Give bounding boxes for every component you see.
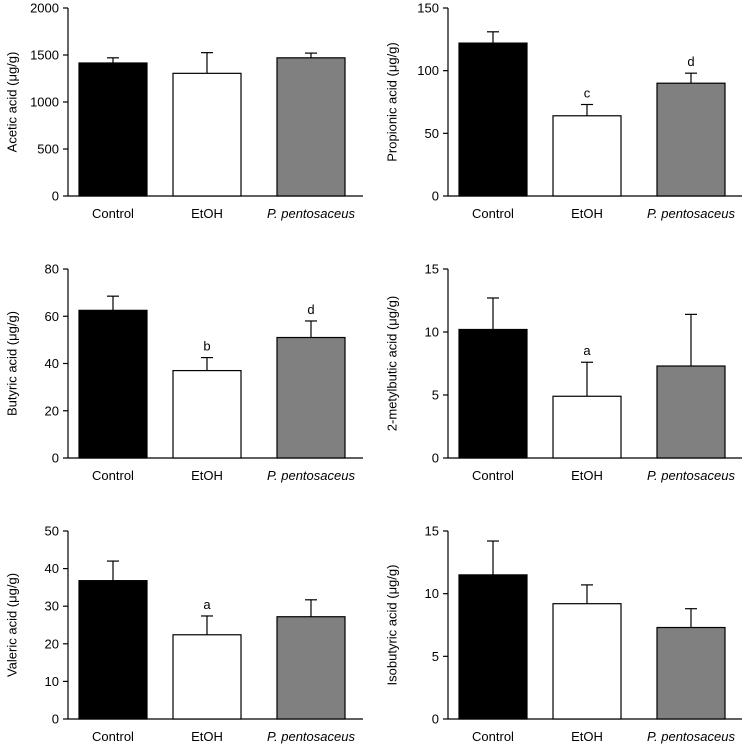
bar-p-pentosaceus [276,616,346,720]
y-tick-label: 20 [45,636,59,651]
bar-control [458,42,528,197]
y-axis-label: Butyric acid (μg/g) [5,311,20,416]
bar-etoh [552,115,622,197]
bar-p-pentosaceus [276,57,346,197]
bar-etoh [172,72,242,197]
x-category-label: Control [92,729,134,744]
y-tick-label: 30 [45,599,59,614]
bar-etoh [172,369,242,459]
y-tick-label: 40 [45,561,59,576]
x-category-label: Control [472,206,514,221]
significance-label: d [687,54,694,69]
bar-control [458,574,528,720]
x-category-label: P. pentosaceus [647,729,735,744]
y-tick-label: 0 [432,712,439,727]
y-axis-label: Valeric acid (μg/g) [5,573,20,677]
significance-label: c [584,86,591,101]
bar-control [458,328,528,459]
y-tick-label: 0 [432,189,439,204]
significance-label: a [203,597,211,612]
y-tick-label: 15 [425,524,439,539]
chart-panel-2: 0 50 100 150 Propionic acid (μg/g) Control c Et… [385,1,742,221]
y-tick-label: 5 [432,649,439,664]
y-tick-label: 0 [52,712,59,727]
y-tick-label: 80 [45,262,59,277]
significance-label: b [203,339,210,354]
chart-panel-6: 0 5 10 15 Isobutyric acid (μg/g) Control EtOH P… [385,524,742,744]
x-category-label: Control [472,729,514,744]
x-category-label: P. pentosaceus [267,729,355,744]
y-tick-label: 2000 [30,1,59,16]
y-tick-label: 500 [37,142,59,157]
y-tick-label: 5 [432,388,439,403]
x-category-label: P. pentosaceus [267,468,355,483]
y-tick-label: 50 [45,524,59,539]
chart-panel-3: 0 20 40 60 80 Butyric acid (μg/g) Control b EtOH… [5,262,363,483]
x-category-label: P. pentosaceus [267,206,355,221]
x-category-label: EtOH [571,729,603,744]
chart-panel-5: 0 10 20 30 40 50 Valeric acid (μg/g) Control a Et… [5,524,363,744]
y-tick-label: 1500 [30,48,59,63]
y-tick-label: 15 [425,262,439,277]
y-axis-label: Acetic acid (μg/g) [5,52,20,153]
y-tick-label: 10 [425,325,439,340]
x-category-label: Control [472,468,514,483]
x-category-label: Control [92,206,134,221]
y-tick-label: 40 [45,356,59,371]
significance-label: d [307,302,314,317]
bar-etoh [552,395,622,459]
bar-p-pentosaceus [656,626,726,720]
x-category-label: EtOH [191,206,223,221]
y-axis-label: 2-metylbutic acid (μg/g) [385,296,400,431]
y-tick-label: 50 [425,126,439,141]
chart-panel-1: 0 500 1000 1500 2000 Acetic acid (μg/g) Contro… [5,1,363,221]
bar-control [78,62,148,197]
bar-etoh [552,603,622,720]
x-category-label: EtOH [191,468,223,483]
bar-control [78,580,148,720]
y-tick-label: 10 [45,674,59,689]
x-category-label: Control [92,468,134,483]
chart-panel-4: 0 5 10 15 2-metylbutic acid (μg/g) Control a Et… [385,262,742,483]
y-tick-label: 1000 [30,95,59,110]
y-tick-label: 10 [425,586,439,601]
y-tick-label: 150 [417,1,439,16]
x-category-label: EtOH [571,206,603,221]
bar-p-pentosaceus [656,365,726,459]
y-tick-label: 0 [52,451,59,466]
bar-p-pentosaceus [656,82,726,197]
y-tick-label: 100 [417,63,439,78]
bar-control [78,309,148,459]
y-tick-label: 0 [432,451,439,466]
x-category-label: P. pentosaceus [647,206,735,221]
y-axis-label: Propionic acid (μg/g) [385,42,400,162]
bar-etoh [172,634,242,720]
x-category-label: EtOH [191,729,223,744]
bar-p-pentosaceus [276,336,346,459]
y-tick-label: 60 [45,309,59,324]
y-tick-label: 0 [52,189,59,204]
y-tick-label: 20 [45,403,59,418]
x-category-label: EtOH [571,468,603,483]
significance-label: a [583,343,591,358]
y-axis-label: Isobutyric acid (μg/g) [385,565,400,686]
x-category-label: P. pentosaceus [647,468,735,483]
